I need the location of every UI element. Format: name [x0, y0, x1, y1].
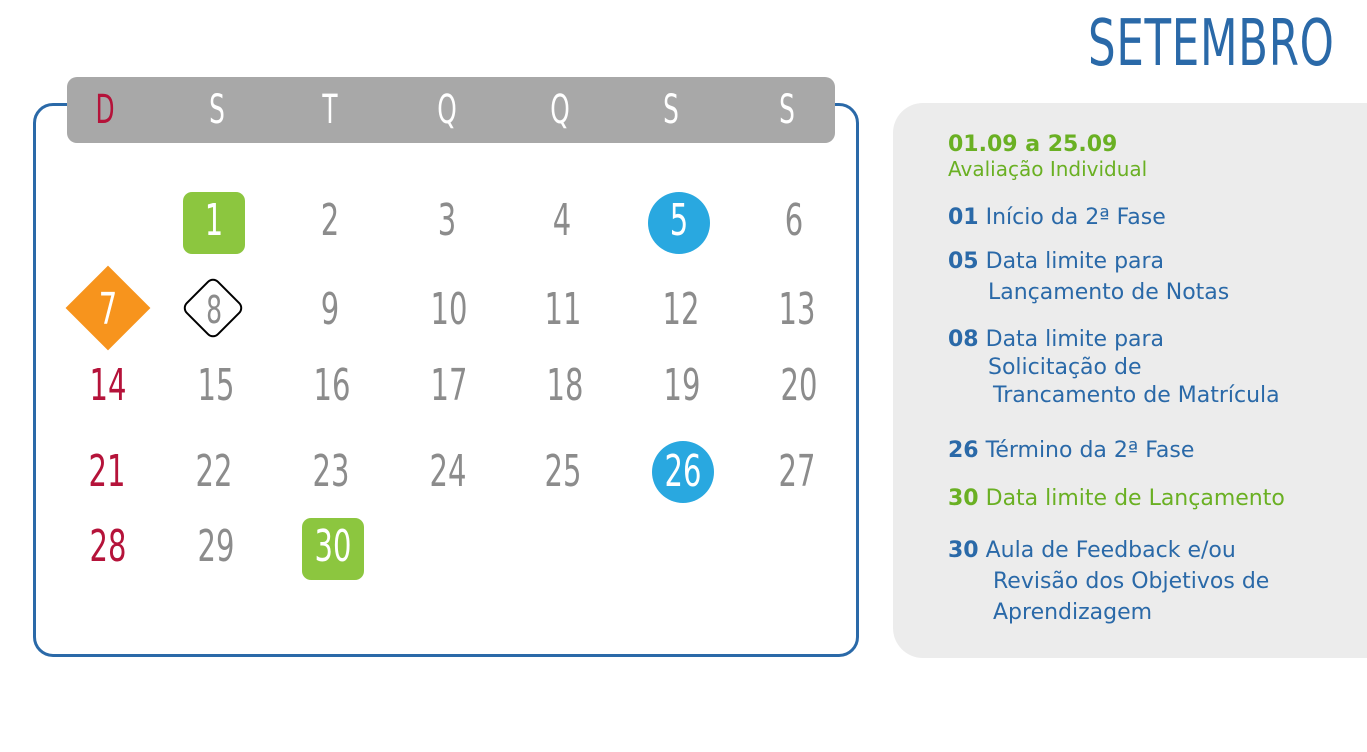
legend-num: 26: [948, 438, 979, 463]
day-14[interactable]: 14: [89, 360, 127, 411]
day-20[interactable]: 20: [780, 360, 818, 411]
legend-label: Solicitação de: [988, 355, 1142, 380]
weekday-sunday: D: [95, 87, 115, 133]
day-4[interactable]: 4: [552, 195, 572, 246]
day-27[interactable]: 27: [778, 446, 816, 497]
day-17[interactable]: 17: [430, 360, 468, 411]
highlight-day-5: [648, 192, 710, 254]
legend-label: Trancamento de Matrícula: [993, 383, 1280, 408]
legend-label: Aprendizagem: [993, 600, 1153, 625]
month-title: SETEMBRO: [1088, 7, 1335, 81]
legend-num: 05: [948, 249, 979, 274]
legend-label: Data limite para: [985, 327, 1165, 352]
highlight-day-26: [652, 441, 714, 503]
day-18[interactable]: 18: [546, 360, 584, 411]
day-23[interactable]: 23: [312, 446, 350, 497]
legend-label: Início da 2ª Fase: [985, 205, 1166, 230]
day-8[interactable]: 8: [206, 288, 222, 332]
day-10[interactable]: 10: [430, 284, 468, 335]
legend-item-launch-deadline: 30 Data limite de Lançamento: [948, 486, 1285, 511]
day-29[interactable]: 29: [197, 521, 235, 572]
day-7[interactable]: 7: [98, 284, 118, 335]
day-11[interactable]: 11: [544, 284, 582, 335]
highlight-day-30: [302, 518, 364, 580]
weekday-header: D S T Q Q S S: [67, 77, 835, 143]
legend-num: 30: [948, 538, 979, 563]
day-24[interactable]: 24: [429, 446, 467, 497]
weekday-monday: S: [209, 87, 225, 133]
day-16[interactable]: 16: [313, 360, 351, 411]
legend-date-range: 01.09 a 25.09: [948, 132, 1118, 157]
highlight-day-1: [183, 192, 245, 254]
legend-item-feedback: 30 Aula de Feedback e/ou Revisão dos Obj…: [948, 538, 1269, 625]
legend-label: Data limite para: [985, 249, 1165, 274]
legend-num: 08: [948, 327, 979, 352]
day-13[interactable]: 13: [778, 284, 816, 335]
calendar-frame: [33, 103, 859, 657]
weekday-wednesday: Q: [437, 87, 457, 133]
day-15[interactable]: 15: [197, 360, 235, 411]
day-6[interactable]: 6: [784, 195, 804, 246]
day-2[interactable]: 2: [320, 195, 340, 246]
legend-desc: Avaliação Individual: [948, 157, 1148, 181]
day-3[interactable]: 3: [437, 195, 457, 246]
legend-item-phase-end: 26 Término da 2ª Fase: [948, 438, 1194, 463]
legend-num: 30: [948, 486, 979, 511]
legend-label: Lançamento de Notas: [988, 280, 1230, 305]
day-1[interactable]: 1: [204, 195, 224, 246]
weekday-thursday: Q: [550, 87, 570, 133]
legend-item-grades-deadline: 05 Data limite para Lançamento de Notas: [948, 249, 1229, 305]
legend-item-evaluation: 01.09 a 25.09 Avaliação Individual: [948, 132, 1147, 182]
day-22[interactable]: 22: [195, 446, 233, 497]
day-21[interactable]: 21: [88, 446, 126, 497]
legend-label: Revisão dos Objetivos de: [993, 569, 1270, 594]
day-28[interactable]: 28: [89, 521, 127, 572]
day-19[interactable]: 19: [663, 360, 701, 411]
legend-label: Aula de Feedback e/ou: [985, 538, 1236, 563]
day-26[interactable]: 26: [664, 446, 702, 497]
day-25[interactable]: 25: [544, 446, 582, 497]
legend-panel: [893, 103, 1367, 658]
day-5[interactable]: 5: [669, 195, 689, 246]
weekday-saturday: S: [779, 87, 795, 133]
legend-label: Data limite de Lançamento: [985, 486, 1285, 511]
legend-item-enrollment-deadline: 08 Data limite para Solicitação de Tranc…: [948, 327, 1280, 408]
day-30[interactable]: 30: [314, 521, 352, 572]
legend-label: Término da 2ª Fase: [985, 438, 1195, 463]
legend-item-phase-start: 01 Início da 2ª Fase: [948, 205, 1166, 230]
day-12[interactable]: 12: [662, 284, 700, 335]
day-9[interactable]: 9: [320, 284, 340, 335]
weekday-tuesday: T: [322, 87, 338, 133]
weekday-friday: S: [663, 87, 679, 133]
legend-num: 01: [948, 205, 979, 230]
